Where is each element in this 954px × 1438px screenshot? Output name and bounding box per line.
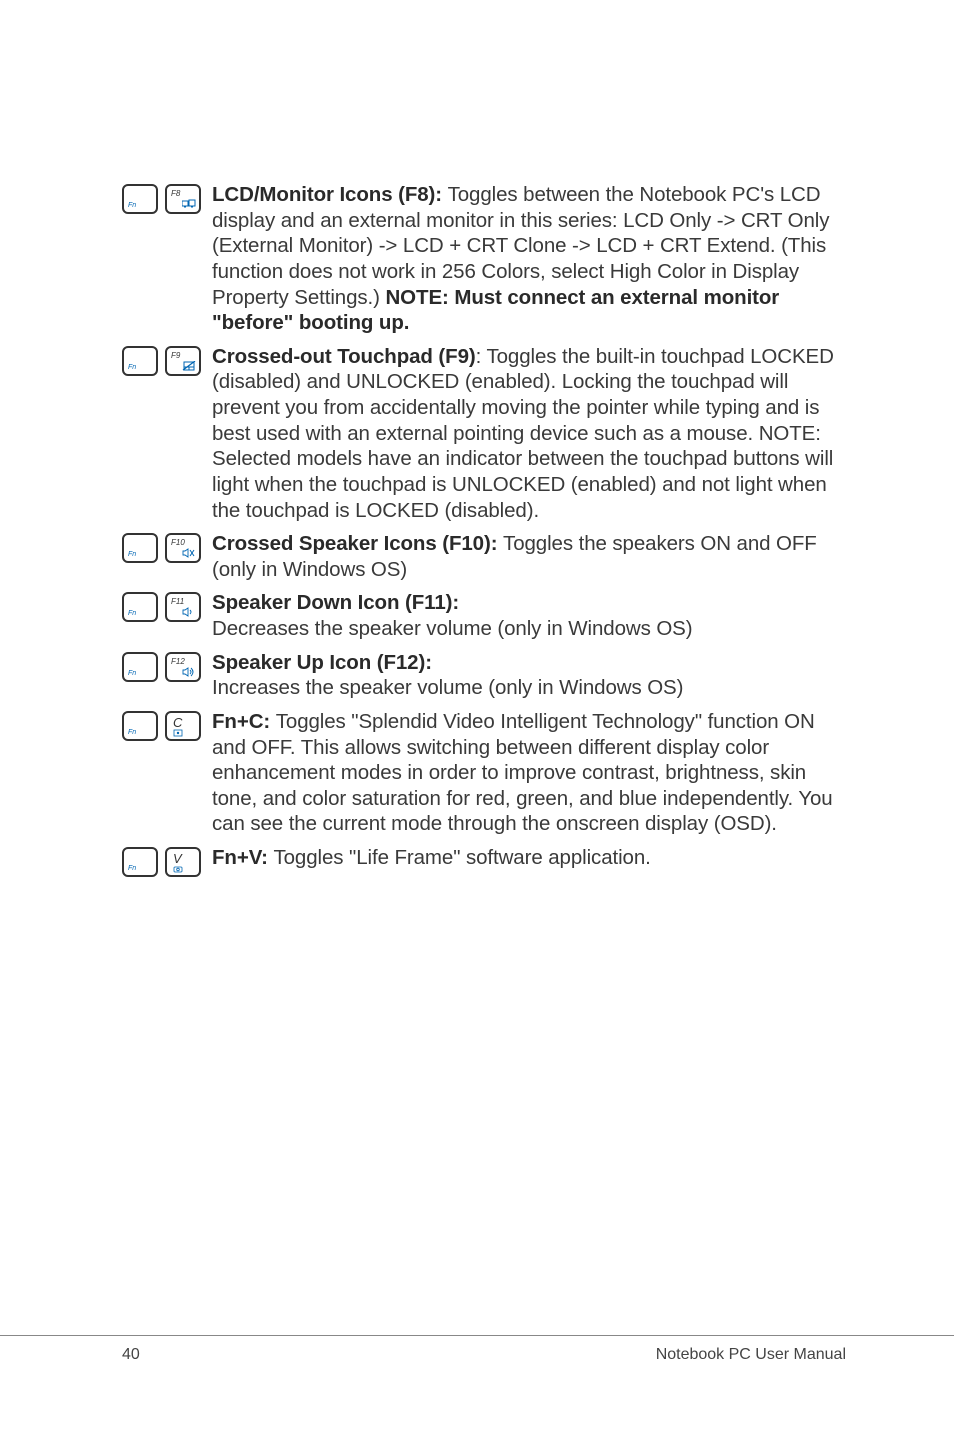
speaker-up-icon — [182, 667, 196, 677]
page-number: 40 — [122, 1346, 140, 1364]
f8-key-icon: F8 — [165, 184, 201, 214]
f12-key-icon: F12 — [165, 652, 201, 682]
f10-key-icon: F10 — [165, 533, 201, 563]
page-content: Fn F8 LCD/Monitor Icons (F8): Toggles be… — [0, 0, 954, 877]
entry-f9: Fn F9 Crossed-out Touchpad (F9): Toggles… — [122, 344, 846, 523]
entry-text: LCD/Monitor Icons (F8): Toggles between … — [212, 182, 846, 336]
entry-title: Crossed-out Touchpad (F9) — [212, 345, 476, 368]
entry-title: Crossed Speaker Icons (F10): — [212, 532, 503, 555]
entry-text: Fn+V: Toggles "Life Frame" software appl… — [212, 845, 651, 871]
entry-f10: Fn F10 Crossed Speaker Icons (F10): Togg… — [122, 531, 846, 582]
entry-text: Speaker Up Icon (F12):Increases the spea… — [212, 650, 683, 701]
key-combo: Fn F12 — [122, 650, 212, 682]
entry-text: Fn+C: Toggles "Splendid Video Intelligen… — [212, 709, 846, 837]
entry-f12: Fn F12 Speaker Up Icon (F12):Increases t… — [122, 650, 846, 701]
key-combo: Fn F11 — [122, 590, 212, 622]
entry-text: Crossed Speaker Icons (F10): Toggles the… — [212, 531, 846, 582]
splendid-icon — [173, 729, 183, 737]
entry-c: Fn C Fn+C: Toggles "Splendid Video Intel… — [122, 709, 846, 837]
key-combo: Fn F10 — [122, 531, 212, 563]
entry-text: Speaker Down Icon (F11):Decreases the sp… — [212, 590, 692, 641]
key-combo: Fn V — [122, 845, 212, 877]
entry-title: Fn+C: — [212, 710, 276, 733]
fn-key-icon: Fn — [122, 533, 158, 563]
entry-title: LCD/Monitor Icons (F8): — [212, 183, 448, 206]
touchpad-crossed-icon — [182, 361, 196, 371]
fn-key-icon: Fn — [122, 592, 158, 622]
fn-key-icon: Fn — [122, 652, 158, 682]
page-footer: 40 Notebook PC User Manual — [0, 1335, 954, 1364]
fn-key-icon: Fn — [122, 184, 158, 214]
camera-icon — [173, 865, 183, 873]
key-combo: Fn F9 — [122, 344, 212, 376]
v-key-icon: V — [165, 847, 201, 877]
entry-title: Speaker Up Icon (F12): — [212, 650, 683, 676]
manual-title: Notebook PC User Manual — [656, 1346, 846, 1364]
key-combo: Fn C — [122, 709, 212, 741]
entry-title: Speaker Down Icon (F11): — [212, 590, 692, 616]
fn-key-icon: Fn — [122, 847, 158, 877]
key-combo: Fn F8 — [122, 182, 212, 214]
entry-v: Fn V Fn+V: Toggles "Life Frame" software… — [122, 845, 846, 877]
speaker-down-icon — [182, 607, 196, 617]
monitor-toggle-icon — [182, 199, 196, 209]
fn-key-icon: Fn — [122, 711, 158, 741]
entry-title: Fn+V: — [212, 846, 273, 869]
c-key-icon: C — [165, 711, 201, 741]
entry-text: Crossed-out Touchpad (F9): Toggles the b… — [212, 344, 846, 523]
f11-key-icon: F11 — [165, 592, 201, 622]
f9-key-icon: F9 — [165, 346, 201, 376]
entry-f8: Fn F8 LCD/Monitor Icons (F8): Toggles be… — [122, 182, 846, 336]
entry-f11: Fn F11 Speaker Down Icon (F11):Decreases… — [122, 590, 846, 641]
speaker-crossed-icon — [182, 548, 196, 558]
fn-key-icon: Fn — [122, 346, 158, 376]
